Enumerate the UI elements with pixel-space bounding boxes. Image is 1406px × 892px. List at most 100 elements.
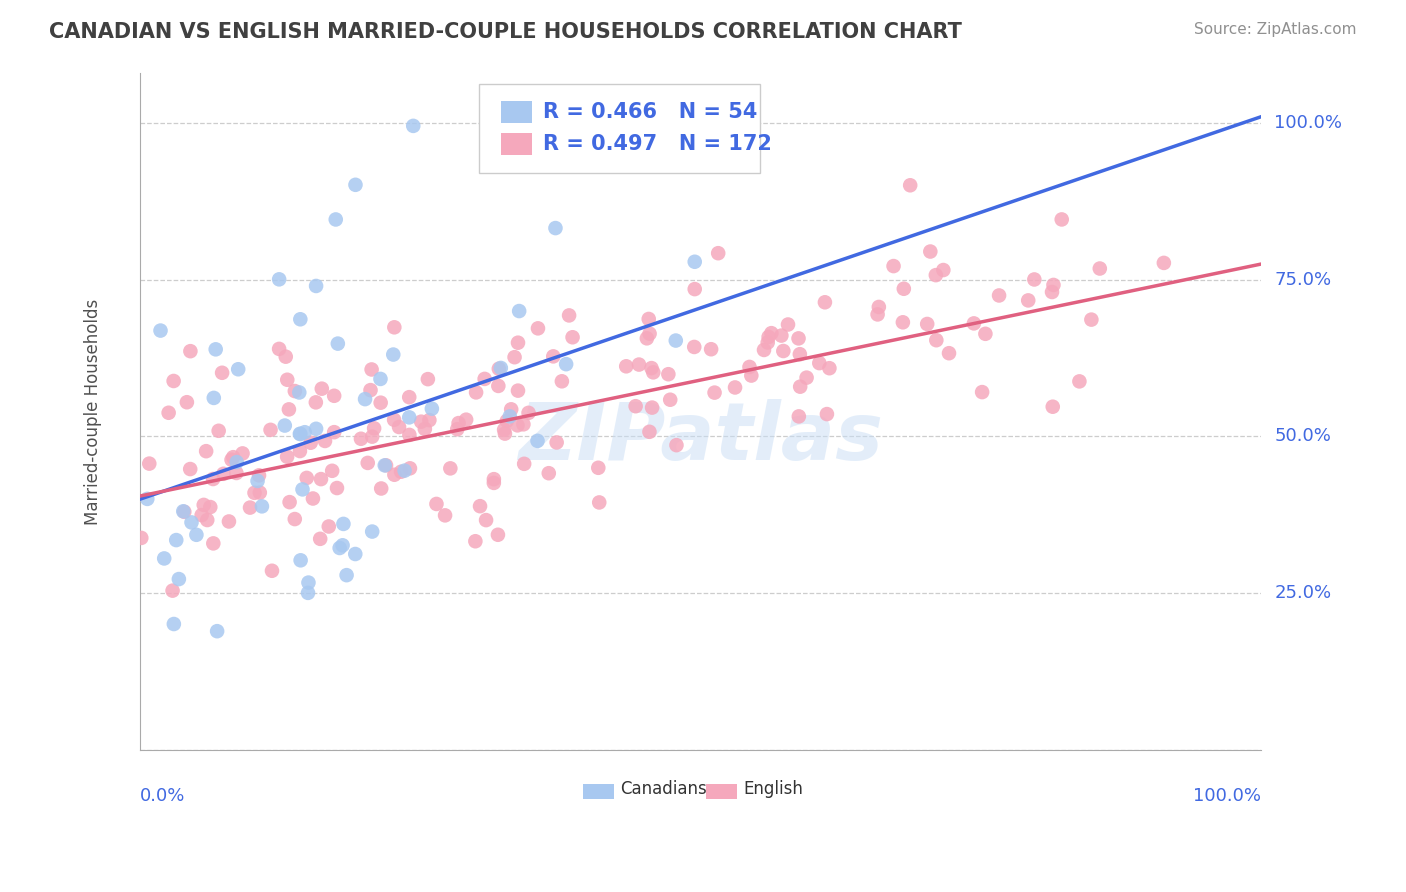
English — [1088, 261, 1111, 276]
Canadians — [329, 541, 352, 555]
Canadians — [204, 343, 226, 357]
Canadians — [180, 516, 202, 530]
English — [503, 350, 526, 364]
English — [724, 380, 747, 394]
Text: 100.0%: 100.0% — [1274, 114, 1343, 132]
Canadians — [246, 474, 269, 488]
FancyBboxPatch shape — [706, 784, 737, 798]
English — [276, 373, 298, 387]
English — [274, 350, 297, 364]
English — [506, 335, 529, 350]
Canadians — [370, 372, 392, 386]
Canadians — [290, 426, 312, 441]
English — [398, 428, 420, 442]
English — [527, 321, 550, 335]
Canadians — [167, 572, 190, 586]
English — [1024, 272, 1046, 286]
English — [382, 413, 405, 427]
English — [494, 423, 516, 437]
Text: Married-couple Households: Married-couple Households — [84, 298, 103, 524]
English — [195, 444, 218, 458]
English — [299, 435, 322, 450]
English — [614, 359, 637, 374]
English — [247, 468, 270, 483]
English — [269, 342, 291, 356]
Canadians — [336, 568, 359, 582]
English — [173, 505, 195, 519]
English — [637, 312, 659, 326]
Canadians — [332, 538, 354, 552]
English — [162, 374, 184, 388]
English — [323, 389, 346, 403]
English — [501, 402, 523, 417]
Canadians — [225, 455, 247, 469]
Canadians — [305, 422, 328, 436]
Canadians — [291, 483, 314, 497]
Text: Source: ZipAtlas.com: Source: ZipAtlas.com — [1194, 22, 1357, 37]
English — [486, 379, 509, 393]
Canadians — [136, 491, 159, 506]
English — [558, 309, 581, 323]
English — [208, 424, 231, 438]
English — [464, 534, 486, 549]
English — [938, 346, 960, 360]
English — [588, 495, 610, 509]
English — [302, 491, 325, 506]
English — [179, 344, 201, 359]
English — [474, 372, 496, 386]
Canadians — [274, 418, 297, 433]
English — [787, 409, 810, 424]
Canadians — [354, 392, 377, 406]
English — [883, 259, 905, 273]
Canadians — [205, 624, 228, 639]
English — [176, 395, 198, 409]
English — [1080, 312, 1102, 326]
English — [360, 362, 382, 376]
English — [891, 315, 914, 329]
Canadians — [402, 119, 425, 133]
Canadians — [288, 426, 311, 441]
English — [232, 446, 254, 460]
Canadians — [186, 528, 208, 542]
English — [543, 350, 565, 364]
English — [162, 583, 184, 598]
English — [814, 295, 837, 310]
English — [225, 466, 247, 480]
English — [707, 246, 730, 260]
English — [389, 465, 412, 479]
English — [551, 374, 574, 388]
English — [482, 475, 505, 490]
English — [1153, 256, 1175, 270]
English — [425, 497, 447, 511]
English — [893, 282, 915, 296]
English — [360, 383, 382, 397]
English — [434, 508, 457, 523]
English — [643, 365, 665, 379]
English — [309, 532, 332, 546]
English — [1042, 277, 1064, 292]
Canadians — [374, 458, 396, 473]
English — [925, 268, 948, 282]
English — [447, 416, 470, 430]
English — [311, 382, 333, 396]
English — [561, 330, 583, 344]
English — [789, 347, 811, 361]
English — [195, 513, 218, 527]
Canadians — [202, 391, 225, 405]
English — [758, 330, 780, 344]
Text: Canadians: Canadians — [620, 780, 706, 798]
English — [212, 467, 235, 481]
Canadians — [683, 254, 706, 268]
Canadians — [544, 221, 567, 235]
English — [193, 498, 215, 512]
Text: CANADIAN VS ENGLISH MARRIED-COUPLE HOUSEHOLDS CORRELATION CHART: CANADIAN VS ENGLISH MARRIED-COUPLE HOUSE… — [49, 22, 962, 42]
English — [398, 390, 420, 404]
English — [761, 326, 783, 340]
FancyBboxPatch shape — [582, 784, 614, 798]
Canadians — [172, 504, 194, 518]
English — [202, 536, 225, 550]
English — [866, 307, 889, 321]
English — [295, 471, 318, 485]
English — [1017, 293, 1039, 308]
English — [326, 481, 349, 495]
